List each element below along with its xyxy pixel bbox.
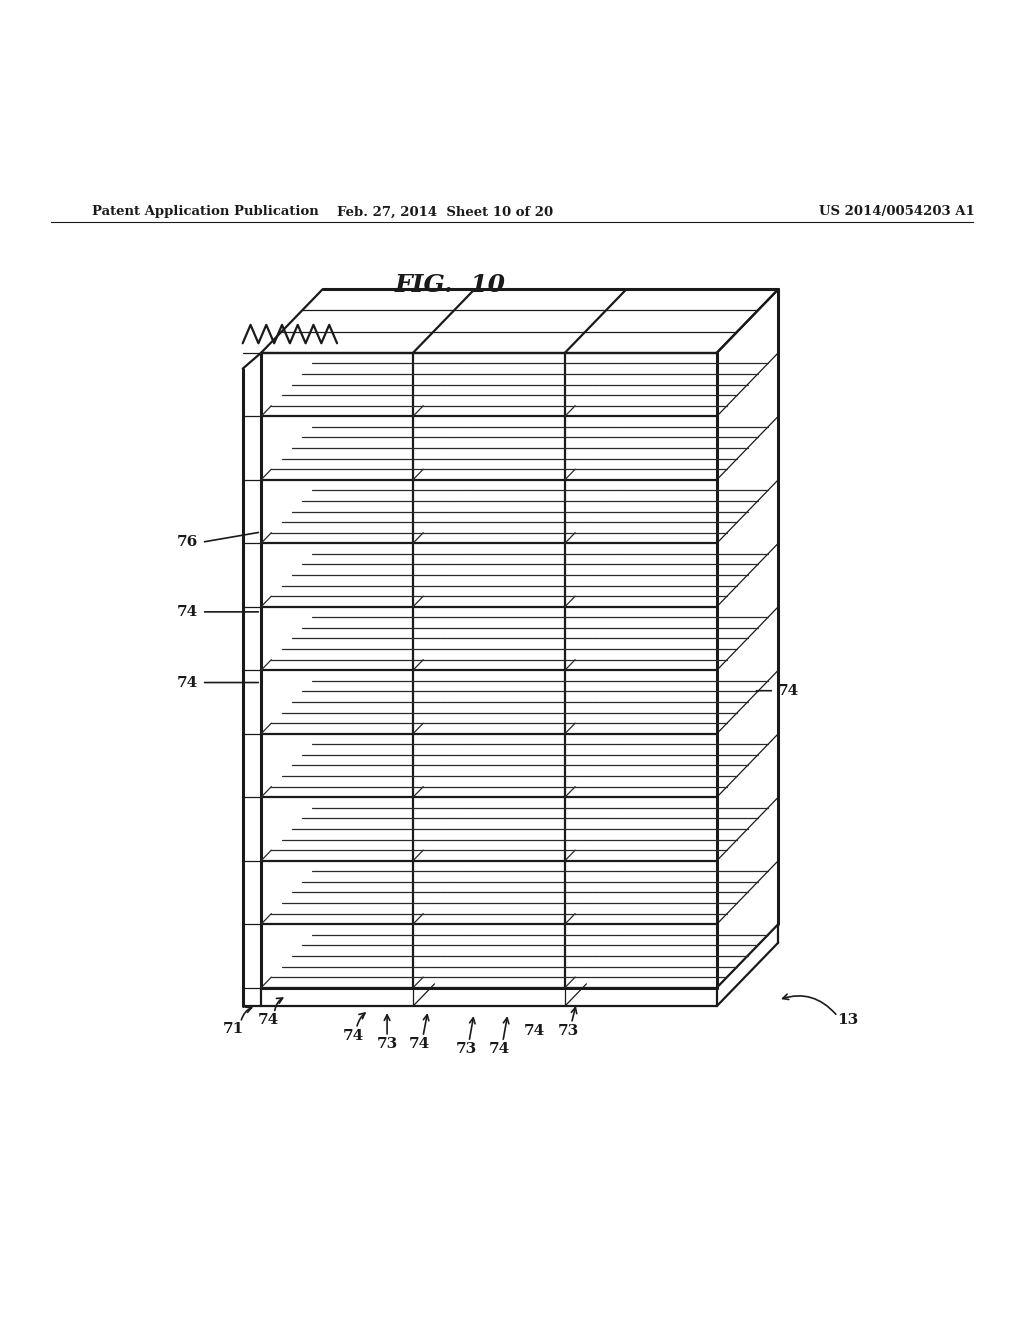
Text: 13: 13 (838, 1014, 858, 1027)
Text: 73: 73 (558, 1024, 579, 1038)
Text: 74: 74 (410, 1038, 430, 1051)
Text: 74: 74 (176, 676, 198, 689)
Text: 74: 74 (176, 605, 198, 619)
Text: 74: 74 (258, 1014, 279, 1027)
Text: 74: 74 (778, 684, 800, 698)
Text: 74: 74 (489, 1041, 510, 1056)
Text: US 2014/0054203 A1: US 2014/0054203 A1 (819, 206, 975, 218)
Text: Patent Application Publication: Patent Application Publication (92, 206, 318, 218)
Text: 73: 73 (456, 1041, 476, 1056)
Text: 76: 76 (176, 535, 198, 549)
Text: 74: 74 (524, 1024, 545, 1038)
Text: FIG.  10: FIG. 10 (395, 273, 506, 297)
Text: Feb. 27, 2014  Sheet 10 of 20: Feb. 27, 2014 Sheet 10 of 20 (337, 206, 554, 218)
Text: 71: 71 (223, 1022, 244, 1036)
Text: 74: 74 (343, 1028, 364, 1043)
Text: 73: 73 (377, 1038, 397, 1051)
